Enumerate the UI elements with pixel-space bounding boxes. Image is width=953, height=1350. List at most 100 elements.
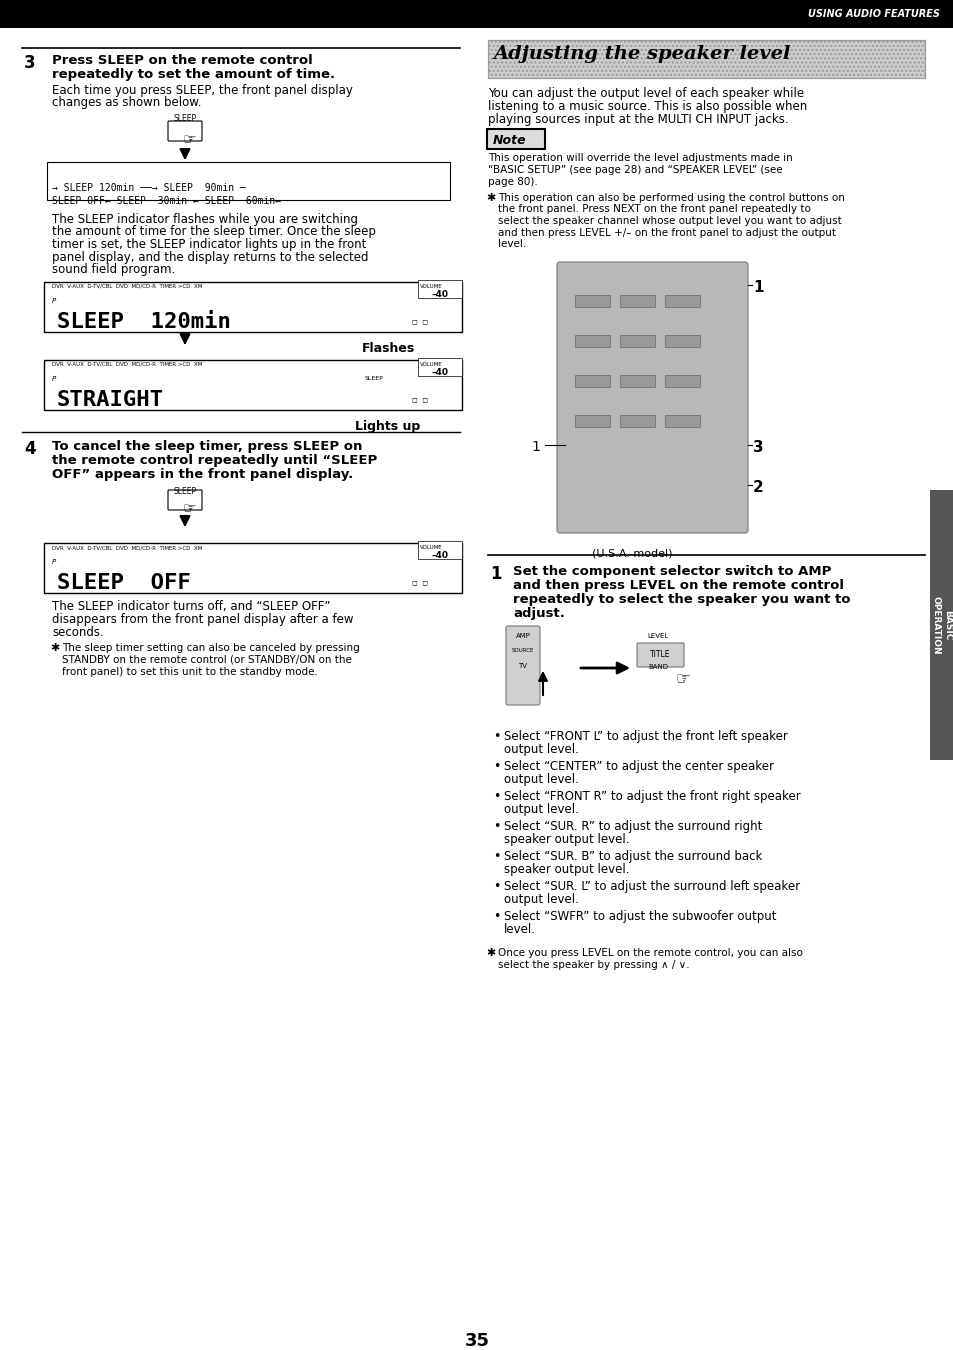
Bar xyxy=(664,375,700,387)
Bar xyxy=(619,375,655,387)
Text: VOLUME: VOLUME xyxy=(419,545,442,549)
Text: AMP: AMP xyxy=(515,633,530,639)
Text: level.: level. xyxy=(503,923,536,936)
FancyBboxPatch shape xyxy=(168,122,202,140)
Text: Lights up: Lights up xyxy=(355,420,419,433)
Text: Press SLEEP on the remote control: Press SLEEP on the remote control xyxy=(52,54,313,68)
Text: •: • xyxy=(493,819,500,833)
Text: ◻  ◻: ◻ ◻ xyxy=(412,319,428,324)
Bar xyxy=(575,335,609,347)
Text: timer is set, the SLEEP indicator lights up in the front: timer is set, the SLEEP indicator lights… xyxy=(52,238,366,251)
Text: Note: Note xyxy=(493,134,526,147)
Text: “BASIC SETUP” (see page 28) and “SPEAKER LEVEL” (see: “BASIC SETUP” (see page 28) and “SPEAKER… xyxy=(488,165,781,176)
Bar xyxy=(44,360,461,410)
Text: TITLE: TITLE xyxy=(649,649,670,659)
Text: Select “FRONT R” to adjust the front right speaker: Select “FRONT R” to adjust the front rig… xyxy=(503,790,800,803)
Text: DVR  V-AUX  D-TV/CBL  DVD  MD/CD-R  TIMER >CD  XM: DVR V-AUX D-TV/CBL DVD MD/CD-R TIMER >CD… xyxy=(52,284,202,289)
Text: •: • xyxy=(493,850,500,863)
Text: BAND: BAND xyxy=(647,664,667,670)
Text: Each time you press SLEEP, the front panel display: Each time you press SLEEP, the front pan… xyxy=(52,84,353,97)
Text: Flashes: Flashes xyxy=(361,342,415,355)
Text: This operation can also be performed using the control buttons on: This operation can also be performed usi… xyxy=(497,193,844,202)
Text: (U.S.A. model): (U.S.A. model) xyxy=(591,548,672,558)
Text: SLEEP  OFF: SLEEP OFF xyxy=(57,572,191,593)
Text: the remote control repeatedly until “SLEEP: the remote control repeatedly until “SLE… xyxy=(52,454,376,467)
Bar xyxy=(0,0,953,28)
Text: Adjusting the speaker level: Adjusting the speaker level xyxy=(494,45,791,63)
Text: ☞: ☞ xyxy=(182,501,195,516)
Text: repeatedly to set the amount of time.: repeatedly to set the amount of time. xyxy=(52,68,335,81)
Text: repeatedly to select the speaker you want to: repeatedly to select the speaker you wan… xyxy=(513,593,850,606)
Text: adjust.: adjust. xyxy=(513,608,564,620)
Text: –40: –40 xyxy=(431,369,448,377)
Text: level.: level. xyxy=(497,239,526,248)
Text: page 80).: page 80). xyxy=(488,177,537,188)
Text: playing sources input at the MULTI CH INPUT jacks.: playing sources input at the MULTI CH IN… xyxy=(488,113,788,126)
Bar xyxy=(619,335,655,347)
Bar xyxy=(619,296,655,306)
Text: output level.: output level. xyxy=(503,892,578,906)
Bar xyxy=(417,358,461,377)
Text: BASIC
OPERATION: BASIC OPERATION xyxy=(931,595,951,655)
Text: ☞: ☞ xyxy=(182,132,195,147)
Text: listening to a music source. This is also possible when: listening to a music source. This is als… xyxy=(488,100,806,113)
FancyBboxPatch shape xyxy=(505,626,539,705)
Text: SLEEP OFF← SLEEP  30min ← SLEEP  60min←: SLEEP OFF← SLEEP 30min ← SLEEP 60min← xyxy=(52,196,281,207)
Text: 3: 3 xyxy=(24,54,35,72)
Bar xyxy=(575,414,609,427)
FancyBboxPatch shape xyxy=(168,490,202,510)
Bar xyxy=(417,279,461,298)
Text: USING AUDIO FEATURES: USING AUDIO FEATURES xyxy=(807,9,939,19)
Text: speaker output level.: speaker output level. xyxy=(503,833,629,846)
Text: •: • xyxy=(493,730,500,742)
Text: SOURCE: SOURCE xyxy=(511,648,534,653)
FancyBboxPatch shape xyxy=(637,643,683,667)
Bar xyxy=(664,335,700,347)
Text: ✱: ✱ xyxy=(485,193,495,202)
Text: 2: 2 xyxy=(752,481,763,495)
Text: TV: TV xyxy=(518,663,527,670)
Text: 4: 4 xyxy=(24,440,35,458)
Text: DVR  V-AUX  D-TV/CBL  DVD  MD/CD-R  TIMER >CD  XM: DVR V-AUX D-TV/CBL DVD MD/CD-R TIMER >CD… xyxy=(52,545,202,549)
Text: Select “SUR. L” to adjust the surround left speaker: Select “SUR. L” to adjust the surround l… xyxy=(503,880,800,892)
Bar xyxy=(488,40,924,78)
Text: speaker output level.: speaker output level. xyxy=(503,863,629,876)
Text: To cancel the sleep timer, press SLEEP on: To cancel the sleep timer, press SLEEP o… xyxy=(52,440,362,454)
Bar xyxy=(575,375,609,387)
Text: SLEEP  120min: SLEEP 120min xyxy=(57,312,231,332)
Bar xyxy=(664,414,700,427)
Text: output level.: output level. xyxy=(503,743,578,756)
Text: Select “CENTER” to adjust the center speaker: Select “CENTER” to adjust the center spe… xyxy=(503,760,773,774)
Text: SLEEP: SLEEP xyxy=(365,377,383,381)
Text: ◻  ◻: ◻ ◻ xyxy=(412,579,428,585)
Bar xyxy=(929,490,953,760)
Text: select the speaker channel whose output level you want to adjust: select the speaker channel whose output … xyxy=(497,216,841,225)
FancyBboxPatch shape xyxy=(486,130,544,148)
Text: This operation will override the level adjustments made in: This operation will override the level a… xyxy=(488,153,792,163)
Bar xyxy=(44,282,461,332)
Text: SLEEP: SLEEP xyxy=(173,487,196,495)
Text: ✱: ✱ xyxy=(485,948,495,958)
Text: STRAIGHT: STRAIGHT xyxy=(57,390,164,410)
Text: seconds.: seconds. xyxy=(52,626,104,639)
Text: P: P xyxy=(52,377,56,382)
Text: P: P xyxy=(52,298,56,304)
Text: the amount of time for the sleep timer. Once the sleep: the amount of time for the sleep timer. … xyxy=(52,225,375,239)
Text: P: P xyxy=(52,559,56,566)
Text: LEVEL: LEVEL xyxy=(647,633,668,639)
Text: → SLEEP 120min ──→ SLEEP  90min ─: → SLEEP 120min ──→ SLEEP 90min ─ xyxy=(52,184,246,193)
Text: –40: –40 xyxy=(431,551,448,560)
Text: •: • xyxy=(493,790,500,803)
Text: You can adjust the output level of each speaker while: You can adjust the output level of each … xyxy=(488,86,803,100)
Text: 35: 35 xyxy=(464,1332,489,1350)
Text: 1: 1 xyxy=(752,279,762,296)
Text: ☞: ☞ xyxy=(675,670,690,688)
Text: and then press LEVEL on the remote control: and then press LEVEL on the remote contr… xyxy=(513,579,843,593)
Bar xyxy=(575,296,609,306)
Text: changes as shown below.: changes as shown below. xyxy=(52,96,201,109)
Text: output level.: output level. xyxy=(503,774,578,786)
Text: SLEEP: SLEEP xyxy=(173,113,196,123)
Text: VOLUME: VOLUME xyxy=(419,362,442,367)
Text: OFF” appears in the front panel display.: OFF” appears in the front panel display. xyxy=(52,468,353,481)
Text: ✱: ✱ xyxy=(50,643,59,653)
